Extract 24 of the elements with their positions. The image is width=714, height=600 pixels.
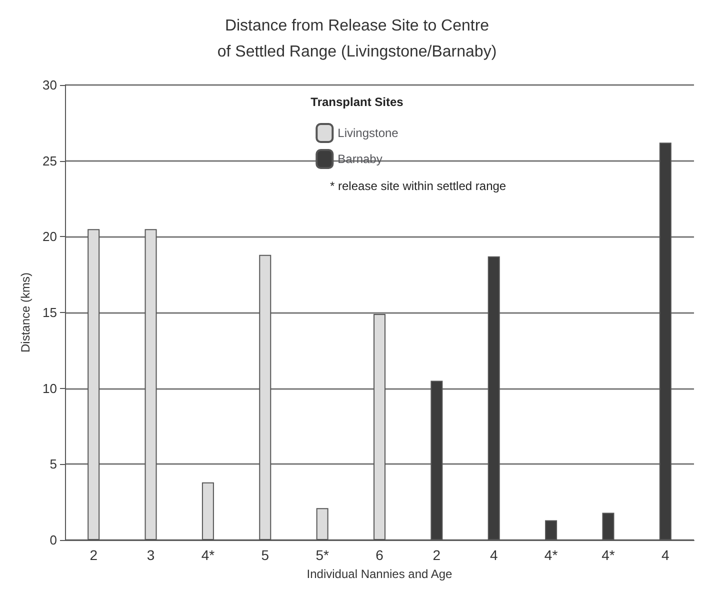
y-tick-label: 5 [50, 456, 57, 472]
x-tick-label: 5* [316, 547, 330, 563]
y-tick-label: 25 [42, 153, 57, 168]
x-tick-label: 4* [544, 547, 558, 563]
chart-title: Distance from Release Site to Centre of Settled Range (Livingstone/Barnaby) [217, 18, 497, 60]
legend-label: Livingstone [338, 126, 399, 140]
legend-title: Transplant Sites [310, 95, 404, 109]
y-tick-label: 20 [42, 229, 57, 244]
x-tick-label: 2 [90, 547, 98, 563]
y-tick-label: 15 [42, 305, 57, 320]
y-tick-label: 0 [50, 532, 57, 548]
x-tick-label: 4 [662, 547, 670, 563]
x-tick-label: 5 [261, 547, 270, 563]
x-tick-label: 4* [201, 547, 216, 563]
x-axis-title: Individual Nannies and Age [306, 567, 453, 581]
annotation: * release site within settled range [330, 179, 506, 193]
x-tick-label: 3 [146, 547, 155, 563]
y-tick-label: 10 [42, 380, 57, 396]
y-axis-title: Distance (kms) [18, 272, 33, 353]
x-tick-label: 4* [602, 547, 616, 563]
y-tick-label: 30 [42, 78, 57, 92]
x-tick-label: 2 [432, 547, 441, 563]
x-tick-label: 4 [490, 547, 498, 563]
x-tick-label: 6 [376, 547, 384, 563]
